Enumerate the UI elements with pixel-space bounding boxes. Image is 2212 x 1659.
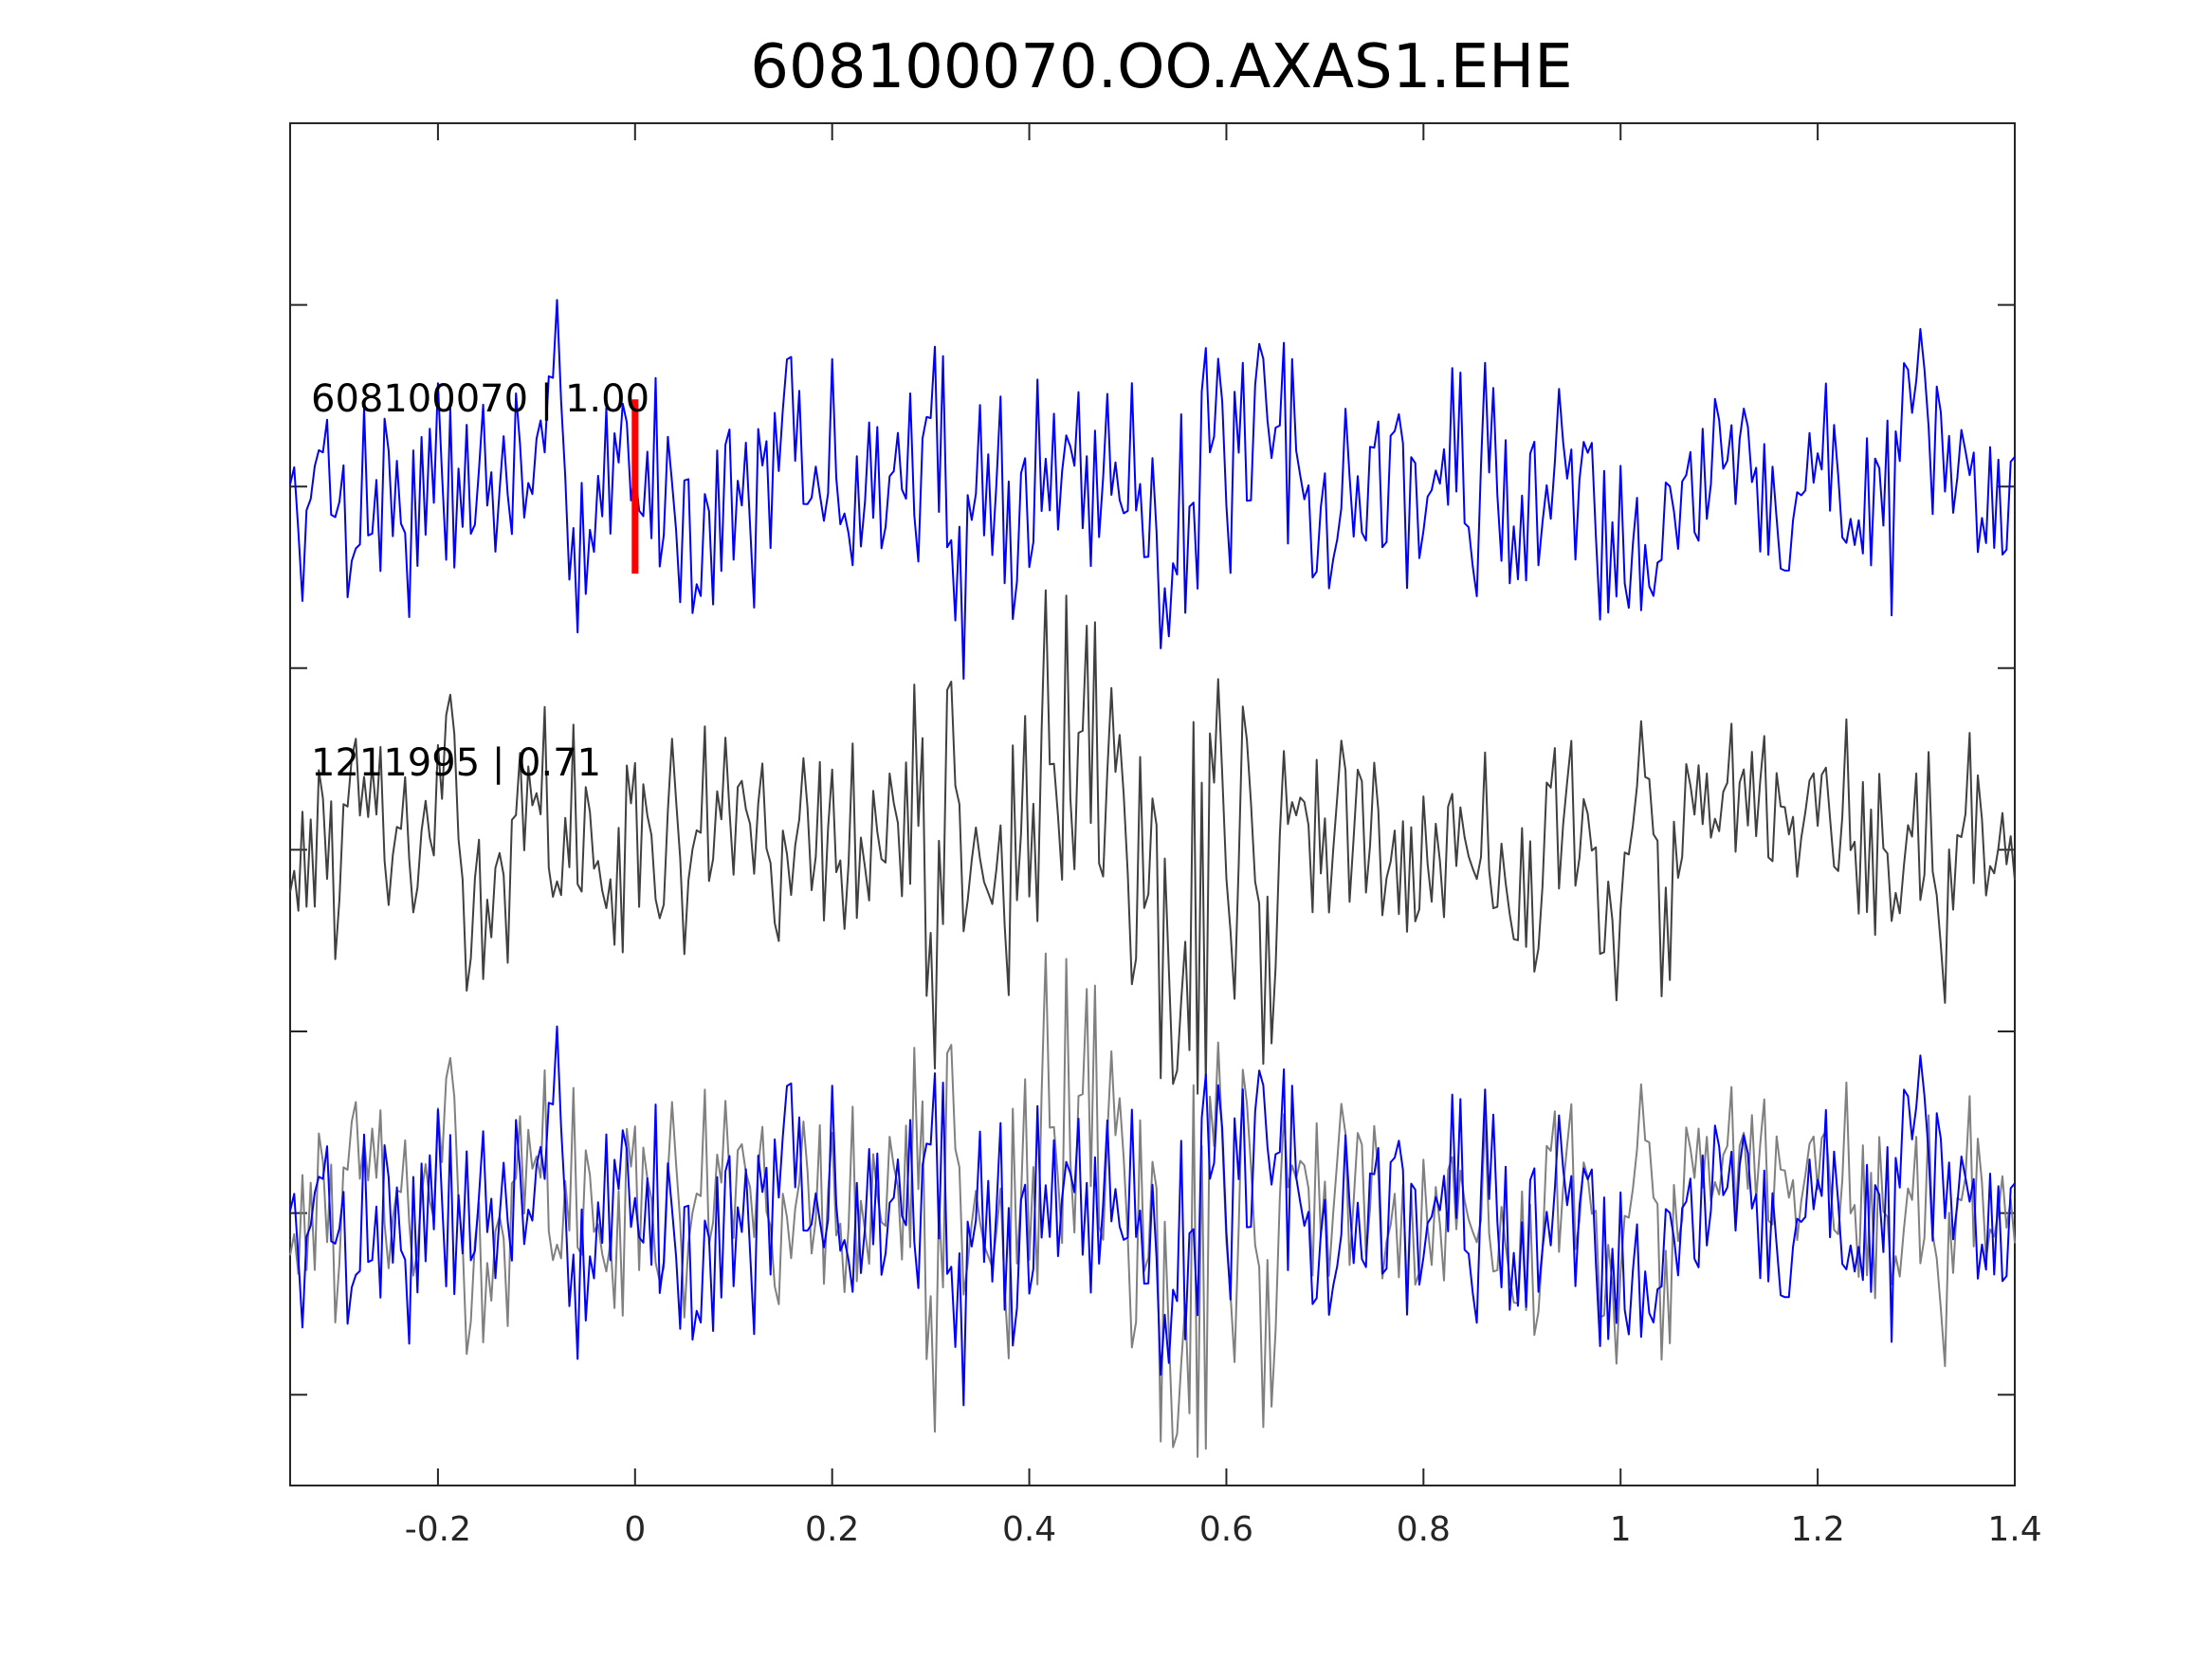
x-tick-label: 0.4 <box>1002 1510 1056 1549</box>
x-tick-label: -0.2 <box>405 1510 471 1549</box>
axes-box <box>289 122 2016 1486</box>
x-tick-label: 1 <box>1610 1510 1632 1549</box>
overlay-template-line <box>289 952 2016 1458</box>
x-tick-label: 0 <box>624 1510 646 1549</box>
trace-2-line <box>289 589 2016 1095</box>
overlay-signal-line <box>289 1025 2016 1407</box>
chart-title: 608100070.OO.AXAS1.EHE <box>750 32 1572 102</box>
x-tick-label: 1.4 <box>1987 1510 2041 1549</box>
trace-label-2: 1211995 | 0.71 <box>311 741 601 785</box>
plot-area: -0.2 0 0.2 0.4 0.6 0.8 1 1.2 1.4 <box>289 122 2042 1549</box>
x-tick-label: 1.2 <box>1790 1510 1844 1549</box>
x-tick-label: 0.2 <box>805 1510 859 1549</box>
x-tick-label: 0.8 <box>1397 1510 1451 1549</box>
trace-label-1: 608100070 | 1.00 <box>311 377 649 421</box>
trace-1-line <box>289 299 2016 680</box>
x-tick-label: 0.6 <box>1199 1510 1253 1549</box>
